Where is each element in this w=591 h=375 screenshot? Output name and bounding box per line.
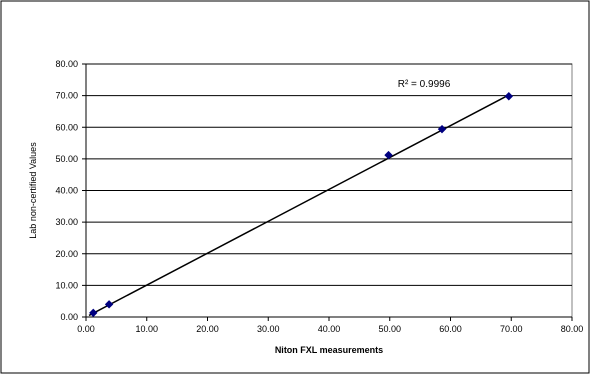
- x-tick-label: 40.00: [318, 324, 341, 334]
- x-tick-label: 10.00: [135, 324, 158, 334]
- data-point: [89, 308, 98, 318]
- x-tick-label: 30.00: [257, 324, 280, 334]
- y-axis-ticks: 0.00 10.00 20.00 30.00 40.00 50.00 60.00 70.00 8…: [55, 59, 86, 322]
- y-tick-label: 40.00: [55, 186, 78, 196]
- x-tick-label: 50.00: [378, 324, 401, 334]
- data-point: [504, 92, 514, 101]
- y-axis-title: Lab non-certified Values: [28, 142, 38, 239]
- gridlines: [85, 63, 572, 318]
- y-tick-label: 80.00: [55, 59, 78, 69]
- x-axis-ticks: 0.00 10.00 20.00 30.00 40.00 50.00 60.00 70.00 8…: [77, 317, 583, 334]
- data-point: [437, 124, 447, 134]
- y-tick-label: 70.00: [55, 91, 78, 101]
- y-tick-label: 50.00: [55, 154, 78, 164]
- r-squared-annotation: R² = 0.9996: [398, 79, 451, 90]
- y-tick-label: 0.00: [60, 312, 78, 322]
- y-tick-label: 60.00: [55, 122, 78, 132]
- x-tick-label: 60.00: [439, 324, 462, 334]
- x-tick-label: 80.00: [561, 324, 584, 334]
- data-points: [89, 92, 514, 318]
- x-tick-label: 70.00: [500, 324, 523, 334]
- data-point: [104, 300, 114, 309]
- y-tick-label: 20.00: [55, 249, 78, 259]
- data-point: [384, 150, 393, 160]
- x-tick-label: 20.00: [196, 324, 219, 334]
- x-axis-title: Niton FXL measurements: [275, 345, 383, 355]
- x-tick-label: 0.00: [77, 324, 95, 334]
- y-tick-label: 30.00: [55, 217, 78, 227]
- y-tick-label: 10.00: [55, 280, 78, 290]
